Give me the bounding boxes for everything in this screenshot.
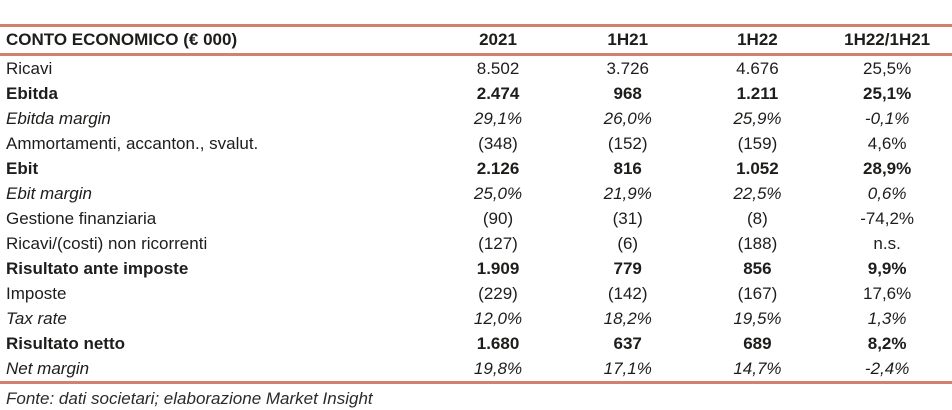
row-value: 19,5% xyxy=(733,309,782,328)
row-value: 28,9% xyxy=(863,159,912,178)
table-row: Ebit 2.126 816 1.052 28,9% xyxy=(0,156,952,181)
row-value: 14,7% xyxy=(733,359,782,378)
table-row: Ammortamenti, accanton., svalut. (348) (15… xyxy=(0,131,952,156)
row-value: 25,0% xyxy=(473,184,523,203)
row-value: (188) xyxy=(737,234,778,253)
row-value: -2,4% xyxy=(864,359,910,378)
row-value: (159) xyxy=(737,134,778,153)
row-label: Ebit xyxy=(6,159,39,178)
row-value: 4,6% xyxy=(867,134,907,153)
table-row: Ricavi 8.502 3.726 4.676 25,5% xyxy=(0,55,952,82)
header-col-1h22: 1H22 xyxy=(737,30,778,49)
row-value: -74,2% xyxy=(860,209,915,228)
row-label: Tax rate xyxy=(6,309,67,328)
header-col-delta: 1H22/1H21 xyxy=(844,30,931,49)
row-value: 689 xyxy=(743,334,772,353)
row-value: (142) xyxy=(607,284,648,303)
row-value: 4.676 xyxy=(736,59,779,78)
table-header-row: CONTO ECONOMICO (€ 000) 2021 1H21 1H22 1… xyxy=(0,25,952,55)
row-value: 17,6% xyxy=(863,284,912,303)
row-value: 968 xyxy=(613,84,642,103)
income-statement-table: CONTO ECONOMICO (€ 000) 2021 1H21 1H22 1… xyxy=(0,24,952,384)
row-value: 8,2% xyxy=(867,334,907,353)
row-label: Risultato netto xyxy=(6,334,125,353)
table-row: Ricavi/(costi) non ricorrenti (127) (6) (18… xyxy=(0,231,952,256)
table-row: Risultato netto 1.680 637 689 8,2% xyxy=(0,331,952,356)
row-value: (31) xyxy=(612,209,643,228)
row-value: 1.211 xyxy=(736,84,779,103)
row-value: 25,5% xyxy=(863,59,912,78)
row-value: (152) xyxy=(607,134,648,153)
row-label: Ammortamenti, accanton., svalut. xyxy=(6,134,259,153)
row-label: Imposte xyxy=(6,284,67,303)
row-label: Ricavi/(costi) non ricorrenti xyxy=(6,234,208,253)
header-col-2021: 2021 xyxy=(479,30,517,49)
row-value: 2.474 xyxy=(476,84,520,103)
row-value: 21,9% xyxy=(603,184,652,203)
row-value: 1.052 xyxy=(736,159,779,178)
row-value: 9,9% xyxy=(867,259,907,278)
row-label: Ebit margin xyxy=(6,184,92,203)
table-row: Ebit margin 25,0% 21,9% 22,5% 0,6% xyxy=(0,181,952,206)
row-value: 856 xyxy=(743,259,772,278)
row-label: Risultato ante imposte xyxy=(6,259,189,278)
source-note: Fonte: dati societari; elaborazione Mark… xyxy=(6,389,373,408)
row-value: 637 xyxy=(613,334,642,353)
row-value: 1.909 xyxy=(476,259,520,278)
header-title: CONTO ECONOMICO (€ 000) xyxy=(6,30,238,49)
row-value: 8.502 xyxy=(476,59,520,78)
table-header: CONTO ECONOMICO (€ 000) 2021 1H21 1H22 1… xyxy=(0,25,952,55)
table-row: Ebitda margin 29,1% 26,0% 25,9% -0,1% xyxy=(0,106,952,131)
row-value: (90) xyxy=(482,209,514,228)
row-value: 22,5% xyxy=(733,184,782,203)
row-value: 26,0% xyxy=(603,109,652,128)
row-value: (8) xyxy=(747,209,768,228)
row-value: 17,1% xyxy=(603,359,652,378)
table-row: Gestione finanziaria (90) (31) (8) -74,2% xyxy=(0,206,952,231)
table-body: Ricavi 8.502 3.726 4.676 25,5% Ebitda 2.474 968… xyxy=(0,55,952,383)
row-label: Ricavi xyxy=(6,59,53,78)
row-value: n.s. xyxy=(873,234,901,253)
table-row: Net margin 19,8% 17,1% 14,7% -2,4% xyxy=(0,356,952,383)
row-label: Net margin xyxy=(6,359,90,378)
row-value: -0,1% xyxy=(864,109,910,128)
row-value: 1.680 xyxy=(476,334,520,353)
row-value: 25,9% xyxy=(733,109,782,128)
row-value: 12,0% xyxy=(473,309,523,328)
row-value: 25,1% xyxy=(863,84,912,103)
row-value: (348) xyxy=(478,134,518,153)
row-value: 779 xyxy=(613,259,642,278)
row-value: (6) xyxy=(617,234,639,253)
row-label: Gestione finanziaria xyxy=(6,209,157,228)
row-value: 2.126 xyxy=(476,159,520,178)
table-row: Ebitda 2.474 968 1.211 25,1% xyxy=(0,81,952,106)
row-label: Ebitda xyxy=(6,84,58,103)
table-row: Risultato ante imposte 1.909 779 856 9,9% xyxy=(0,256,952,281)
row-value: 1,3% xyxy=(867,309,907,328)
table-row: Tax rate 12,0% 18,2% 19,5% 1,3% xyxy=(0,306,952,331)
row-label: Ebitda margin xyxy=(6,109,111,128)
row-value: 816 xyxy=(613,159,642,178)
row-value: (127) xyxy=(478,234,518,253)
table-row: Imposte (229) (142) (167) 17,6% xyxy=(0,281,952,306)
header-col-1h21: 1H21 xyxy=(607,30,649,49)
row-value: (229) xyxy=(478,284,518,303)
row-value: (167) xyxy=(737,284,778,303)
row-value: 18,2% xyxy=(603,309,652,328)
row-value: 29,1% xyxy=(473,109,523,128)
row-value: 3.726 xyxy=(606,59,649,78)
row-value: 19,8% xyxy=(473,359,523,378)
row-value: 0,6% xyxy=(867,184,907,203)
